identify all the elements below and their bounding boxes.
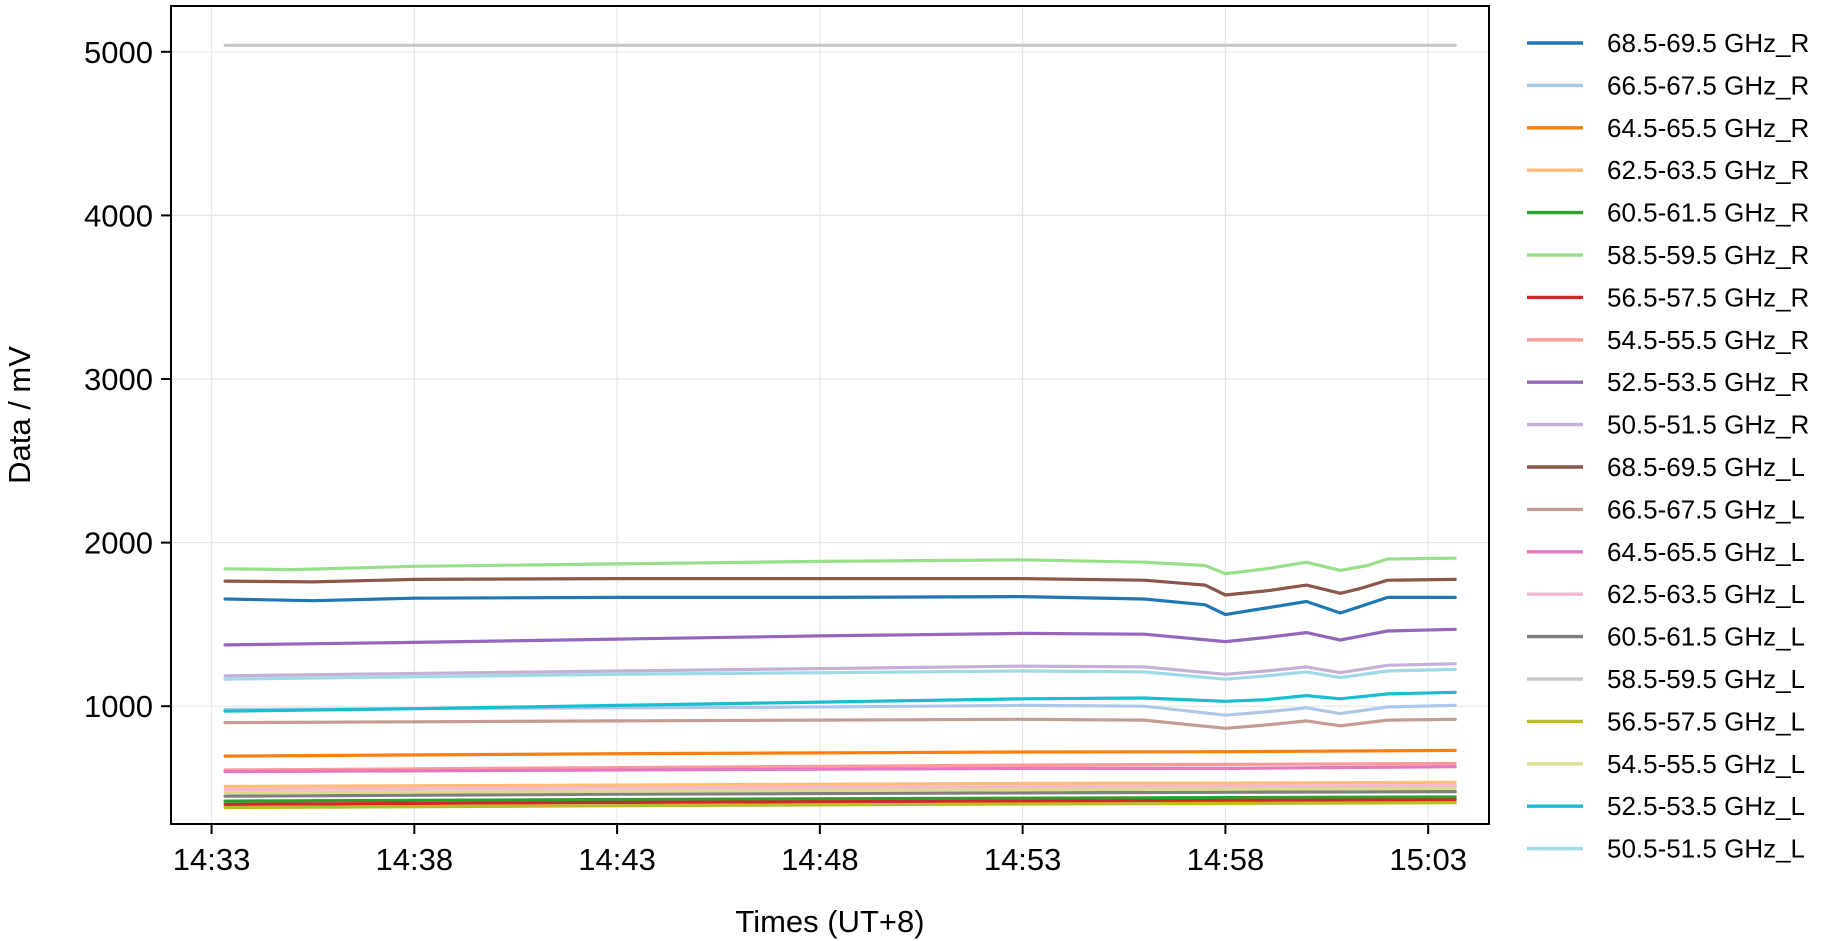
grid-lines: [171, 6, 1489, 824]
series-line-0: [223, 594, 1457, 617]
y-tick-label: 5000: [84, 35, 153, 70]
legend-label: 68.5-69.5 GHz_R: [1607, 28, 1809, 58]
series-line-6: [223, 798, 1457, 807]
legend-label: 52.5-53.5 GHz_R: [1607, 367, 1809, 397]
series-line-2: [223, 748, 1457, 758]
y-axis-title: Data / mV: [2, 346, 37, 484]
x-tick-label: 14:33: [173, 842, 251, 877]
x-tick-label: 14:48: [781, 842, 859, 877]
series-line-4: [223, 795, 1457, 803]
series-line-17: [223, 786, 1457, 795]
x-axis-title: Times (UT+8): [735, 904, 924, 939]
legend-label: 56.5-57.5 GHz_L: [1607, 706, 1805, 736]
legend-label: 64.5-65.5 GHz_L: [1607, 537, 1805, 567]
series-line-10: [223, 576, 1457, 597]
series-line-18: [223, 690, 1457, 713]
x-tick-label: 14:43: [578, 842, 656, 877]
y-tick-label: 4000: [84, 198, 153, 233]
y-tick-label: 2000: [84, 526, 153, 561]
series-line-5: [223, 556, 1457, 576]
legend-label: 60.5-61.5 GHz_R: [1607, 198, 1809, 228]
legend-label: 52.5-53.5 GHz_L: [1607, 791, 1805, 821]
legend-label: 60.5-61.5 GHz_L: [1607, 622, 1805, 652]
legend-label: 66.5-67.5 GHz_L: [1607, 494, 1805, 524]
x-tick-label: 15:03: [1389, 842, 1467, 877]
legend-label: 50.5-51.5 GHz_L: [1607, 834, 1805, 864]
series-line-8: [223, 627, 1457, 647]
plot-area-frame: [170, 5, 1490, 825]
x-axis: 14:33 14:38 14:43 14:48 14:53 14:58 15:03: [173, 824, 1467, 877]
legend-label: 66.5-67.5 GHz_R: [1607, 70, 1809, 100]
legend-label: 54.5-55.5 GHz_R: [1607, 325, 1809, 355]
legend-label: 68.5-69.5 GHz_L: [1607, 452, 1805, 482]
y-axis: 1000 2000 3000 4000 5000: [84, 35, 171, 724]
series-line-19: [223, 667, 1457, 681]
x-tick-label: 14:53: [984, 842, 1062, 877]
y-tick-label: 3000: [84, 362, 153, 397]
x-tick-label: 14:38: [376, 842, 454, 877]
legend-label: 54.5-55.5 GHz_L: [1607, 749, 1805, 779]
series-line-13: [223, 783, 1457, 792]
legend-label: 58.5-59.5 GHz_L: [1607, 664, 1805, 694]
series-line-7: [223, 761, 1457, 772]
legend-label: 50.5-51.5 GHz_R: [1607, 410, 1809, 440]
series-lines: [223, 43, 1457, 810]
series-line-11: [223, 717, 1457, 730]
y-tick-label: 1000: [84, 689, 153, 724]
legend-label: 62.5-63.5 GHz_R: [1607, 155, 1809, 185]
legend: 68.5-69.5 GHz_R 66.5-67.5 GHz_R 64.5-65.5 …: [1527, 28, 1809, 864]
series-line-12: [223, 765, 1457, 774]
legend-label: 58.5-59.5 GHz_R: [1607, 240, 1809, 270]
legend-label: 62.5-63.5 GHz_L: [1607, 579, 1805, 609]
series-line-16: [223, 801, 1457, 810]
series-line-1: [223, 703, 1457, 717]
series-line-9: [223, 662, 1457, 678]
legend-label: 64.5-65.5 GHz_R: [1607, 113, 1809, 143]
legend-label: 56.5-57.5 GHz_R: [1607, 282, 1809, 312]
series-line-14: [223, 789, 1457, 798]
series-line-3: [223, 780, 1457, 789]
x-tick-label: 14:58: [1187, 842, 1265, 877]
